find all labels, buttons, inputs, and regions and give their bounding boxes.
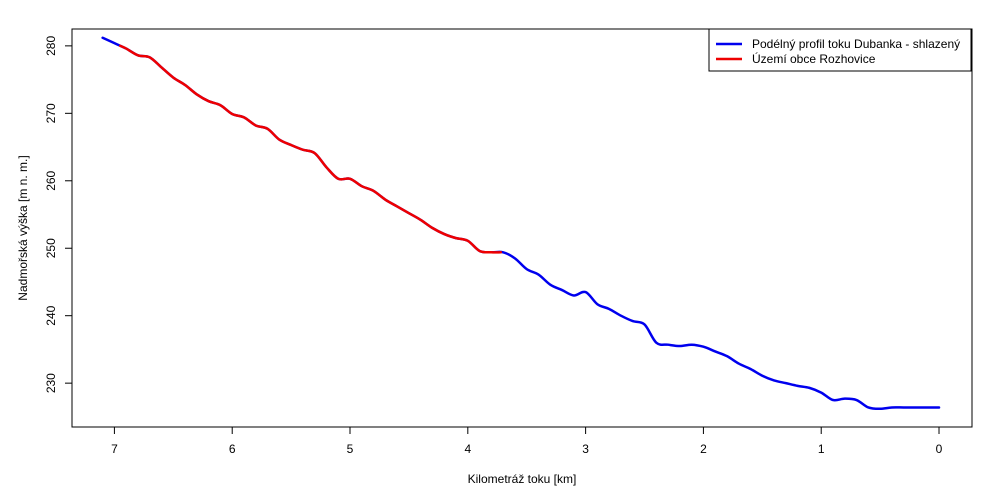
legend-label-series-0: Podélný profil toku Dubanka - shlazený (752, 37, 960, 51)
y-tick-label: 250 (44, 238, 58, 258)
x-tick-label: 5 (347, 442, 354, 456)
x-tick-label: 0 (936, 442, 943, 456)
x-tick-label: 4 (464, 442, 471, 456)
x-axis-title: Kilometráž toku [km] (468, 472, 577, 486)
y-axis: 230 240 250 260 270 280 (44, 36, 72, 393)
legend-box (708, 28, 972, 72)
x-tick-label: 6 (229, 442, 236, 456)
y-tick-label: 260 (44, 170, 58, 190)
series-layer (101, 36, 941, 411)
y-axis-title: Nadmořská výška [m n. m.] (16, 155, 30, 300)
x-tick-label: 1 (818, 442, 825, 456)
y-tick-label: 270 (44, 103, 58, 123)
x-axis: 7 6 5 4 3 2 1 0 (111, 427, 943, 456)
x-tick-label: 7 (111, 442, 118, 456)
series-line-1 (119, 44, 503, 254)
y-tick-label: 230 (44, 373, 58, 393)
legend-label-series-1: Území obce Rozhovice (752, 51, 876, 66)
plot-frame (71, 28, 973, 428)
x-tick-label: 2 (700, 442, 707, 456)
y-tick-label: 240 (44, 305, 58, 325)
y-tick-label: 280 (44, 36, 58, 56)
x-tick-label: 3 (582, 442, 589, 456)
legend: Podélný profil toku Dubanka - shlazený Ú… (708, 28, 972, 72)
